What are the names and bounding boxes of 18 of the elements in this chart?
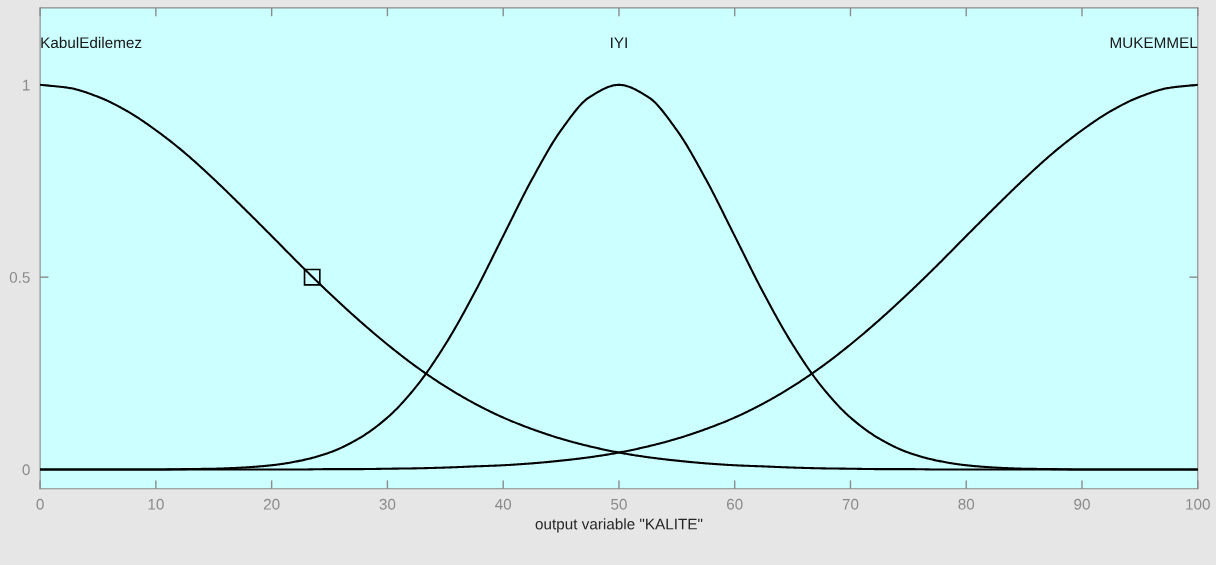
y-tick-label: 0: [22, 464, 30, 476]
x-tick-label: 30: [379, 498, 396, 510]
x-tick-label: 20: [263, 498, 280, 510]
x-axis-title: output variable "KALITE": [535, 518, 703, 533]
y-tick-label: 0.5: [9, 272, 30, 283]
x-tick-label: 100: [1186, 498, 1210, 510]
text: MUKEMMEL: [1110, 37, 1198, 49]
x-tick-label: 70: [842, 498, 859, 510]
x-tick-label: 10: [148, 498, 164, 510]
x-tick-label: 80: [958, 498, 975, 510]
y-tick-label: 1: [23, 79, 30, 91]
text: KabulEdilemez: [41, 36, 142, 49]
x-tick-label: 60: [726, 498, 743, 510]
x-tick-label: 40: [495, 498, 512, 510]
x-tick-label: 0: [36, 498, 44, 510]
x-tick-label: 90: [1074, 498, 1090, 510]
x-tick-label: 50: [611, 498, 627, 510]
text: IYI: [611, 37, 627, 48]
